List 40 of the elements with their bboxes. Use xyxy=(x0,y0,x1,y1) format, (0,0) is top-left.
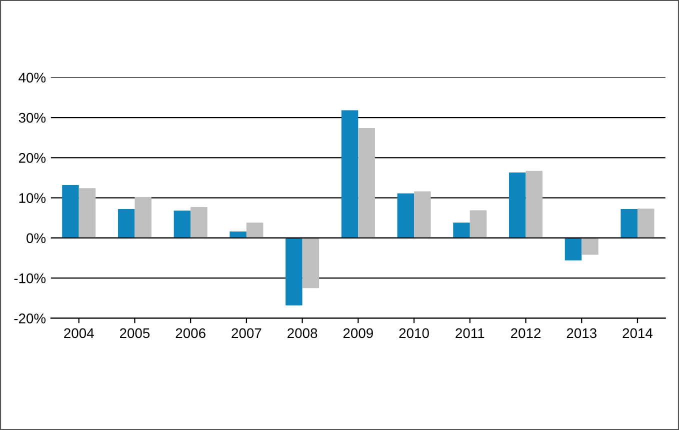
bar xyxy=(118,209,135,238)
y-tick-label: -10% xyxy=(14,273,46,284)
y-tick-label: 30% xyxy=(18,112,46,123)
bar xyxy=(134,196,152,238)
x-tick-label: 2005 xyxy=(120,328,150,338)
bar xyxy=(414,191,431,238)
bar xyxy=(246,222,264,238)
x-tick-label: 2007 xyxy=(232,328,262,338)
bar xyxy=(509,172,526,238)
bar xyxy=(526,170,543,238)
bar xyxy=(78,188,96,238)
bar xyxy=(174,210,191,238)
x-tick-label: 2009 xyxy=(343,328,373,338)
x-tick-label: 2006 xyxy=(176,328,206,338)
x-tick-label: 2014 xyxy=(622,328,653,338)
bar xyxy=(230,232,246,238)
bar xyxy=(453,222,470,238)
x-tick-label: 2011 xyxy=(456,328,484,338)
bar xyxy=(358,128,375,238)
y-tick-label: 20% xyxy=(18,153,46,163)
bar xyxy=(190,207,208,238)
x-tick-label: 2008 xyxy=(288,328,318,338)
bar xyxy=(302,238,320,288)
bar xyxy=(564,238,582,260)
bar xyxy=(582,238,598,255)
bar xyxy=(620,209,638,238)
x-tick-label: 2010 xyxy=(399,328,429,338)
x-tick-label: 2013 xyxy=(566,328,596,338)
bar xyxy=(341,110,358,238)
y-tick-label: 40% xyxy=(18,72,46,83)
y-tick-label: -20% xyxy=(14,314,46,324)
x-tick-label: 2012 xyxy=(511,328,541,338)
bar xyxy=(397,193,414,238)
x-tick-label: 2004 xyxy=(64,328,94,338)
bar xyxy=(470,210,487,238)
bar xyxy=(62,184,79,238)
bar xyxy=(286,238,302,306)
y-tick-label: 0% xyxy=(26,233,46,244)
bar xyxy=(637,208,654,238)
y-tick-label: 10% xyxy=(19,193,46,203)
